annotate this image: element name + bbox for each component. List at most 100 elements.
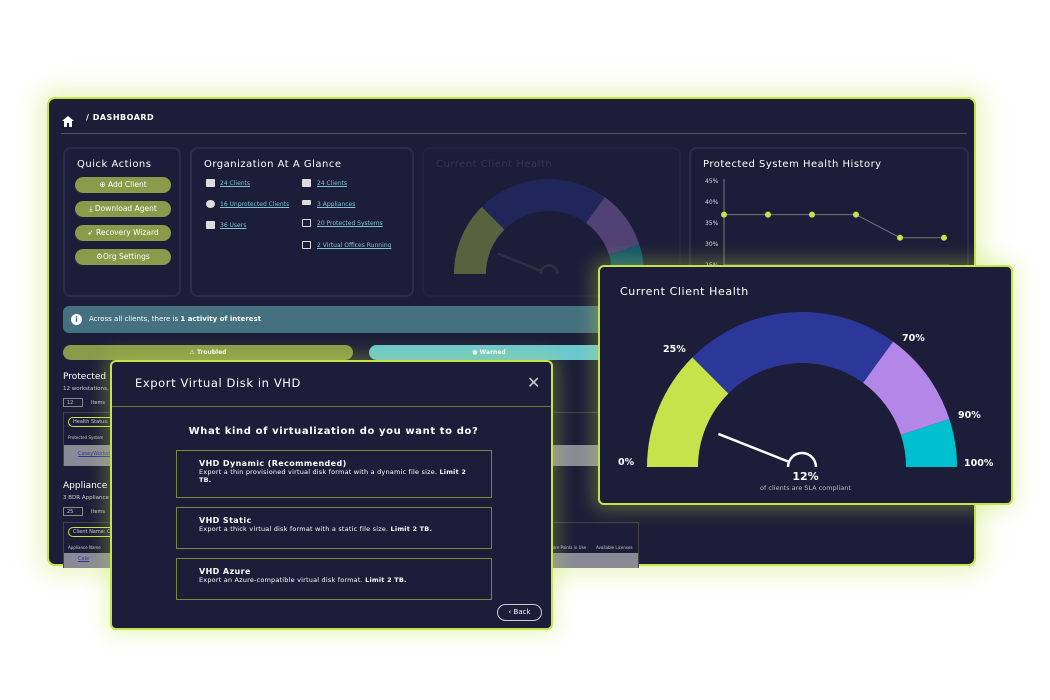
data-point xyxy=(853,211,859,218)
option-limit: Limit 2 TB. xyxy=(365,576,407,584)
appliances-section-title: Appliance xyxy=(63,481,108,491)
option-vhd-static[interactable]: VHD Static Export a thick virtual disk f… xyxy=(176,507,492,549)
info-icon: i xyxy=(71,314,82,325)
gauge-band xyxy=(454,206,505,274)
gauge-hub xyxy=(786,451,818,468)
gauge-band xyxy=(647,357,729,467)
modal-divider xyxy=(112,406,551,407)
appliance-icon xyxy=(302,200,311,205)
clients-link-2[interactable]: 24 Clients xyxy=(317,180,348,187)
plus-circle-icon: ⊕ xyxy=(99,180,109,189)
column-header: Restore Points in Use xyxy=(544,545,587,550)
banner-highlight: 1 activity of interest xyxy=(180,315,262,323)
per-page-input[interactable]: 12 xyxy=(63,398,83,407)
gauge-tick-label: 70% xyxy=(902,333,925,344)
client-health-card: Current Client Health 0% 25% 70% 90% 100… xyxy=(598,265,1013,505)
users-link[interactable]: 36 Users xyxy=(220,222,247,229)
option-vhd-azure[interactable]: VHD Azure Export an Azure-compatible vir… xyxy=(176,558,492,600)
y-tick-label: 30% xyxy=(705,241,719,248)
gauge-value: 12% xyxy=(792,470,819,483)
gear-icon: ⚙ xyxy=(96,252,103,261)
data-point xyxy=(897,234,903,241)
gauge-band xyxy=(863,341,950,435)
gauge-caption: of clients are SLA compliant xyxy=(760,484,851,492)
option-desc: Export an Azure-compatible virtual disk … xyxy=(199,576,366,584)
rocket-icon: ➶ xyxy=(87,228,96,237)
user-icon xyxy=(206,221,215,229)
items-label: Items xyxy=(91,509,105,515)
back-label: Back xyxy=(513,608,531,616)
close-icon[interactable]: ✕ xyxy=(527,373,541,392)
option-title: VHD Static xyxy=(199,516,252,525)
card-title: Protected System Health History xyxy=(703,159,882,170)
y-tick-label: 40% xyxy=(705,199,719,206)
back-button[interactable]: ‹ Back xyxy=(497,604,542,621)
per-page-input[interactable]: 25 xyxy=(63,507,83,516)
modal-question: What kind of virtualization do you want … xyxy=(188,426,479,437)
appliances-link[interactable]: 3 Appliances xyxy=(317,201,356,208)
gauge-band xyxy=(900,419,957,467)
recovery-wizard-button[interactable]: ➶ Recovery Wizard xyxy=(75,225,171,241)
chevron-left-icon: ‹ xyxy=(508,608,514,616)
items-label: Items xyxy=(91,400,105,406)
pill-label: Troubled xyxy=(196,349,227,356)
y-tick-label: 45% xyxy=(705,178,719,185)
button-label: Org Settings xyxy=(102,252,150,261)
button-label: Recovery Wizard xyxy=(95,228,159,237)
card-title: Current Client Health xyxy=(436,159,553,170)
org-settings-button[interactable]: ⚙Org Settings xyxy=(75,249,171,265)
gauge-needle xyxy=(717,432,790,464)
pill-label: Warned xyxy=(479,349,506,356)
gauge-tick-label: 100% xyxy=(964,458,994,469)
home-icon[interactable] xyxy=(62,112,74,127)
column-header: Available Licenses xyxy=(596,545,633,550)
data-point xyxy=(721,211,727,218)
option-vhd-dynamic[interactable]: VHD Dynamic (Recommended) Export a thin … xyxy=(176,450,492,498)
breadcrumb-page: DASHBOARD xyxy=(92,113,155,122)
gauge-tick-label: 25% xyxy=(663,344,686,355)
option-limit: Limit 2 TB. xyxy=(390,525,433,533)
protected-systems-link[interactable]: 20 Protected Systems xyxy=(317,220,383,227)
download-agent-button[interactable]: ⤓ Download Agent xyxy=(75,201,171,217)
protected-section-title: Protected xyxy=(63,372,107,382)
option-limit: Limit 2 TB. xyxy=(199,468,467,484)
column-header: Appliance Name xyxy=(68,545,101,550)
virtual-office-icon xyxy=(302,241,311,249)
clients-link[interactable]: 24 Clients xyxy=(220,180,251,187)
data-point xyxy=(809,211,815,218)
add-client-button[interactable]: ⊕ Add Client xyxy=(75,177,171,193)
option-title: VHD Dynamic (Recommended) xyxy=(199,459,347,468)
virtual-offices-link[interactable]: 2 Virtual Offices Running xyxy=(317,242,392,249)
monitor-icon xyxy=(302,219,311,227)
appliances-subtitle: 3 BDR Appliance xyxy=(63,495,109,501)
org-glance-card: Organization At A Glance 24 Clients 16 U… xyxy=(190,147,414,297)
appliance-link[interactable]: Cale xyxy=(78,556,90,562)
protected-subtitle: 12 workstations, xyxy=(63,386,109,392)
gauge-tick-label: 90% xyxy=(958,410,981,421)
unprotected-clients-link[interactable]: 16 Unprotected Clients xyxy=(220,201,290,208)
troubled-filter[interactable]: ⚠ Troubled xyxy=(63,345,353,360)
breadcrumb-separator: / xyxy=(86,113,90,122)
download-icon: ⤓ xyxy=(89,204,95,213)
export-vhd-modal: Export Virtual Disk in VHD ✕ What kind o… xyxy=(110,360,553,630)
button-label: Download Agent xyxy=(94,204,157,213)
banner-text: Across all clients, there is xyxy=(89,315,181,323)
gauge-tick-label: 0% xyxy=(618,457,635,468)
safe-icon xyxy=(302,179,311,187)
warned-filter[interactable]: ● Warned xyxy=(369,345,609,360)
system-link[interactable]: CaseyWorkst xyxy=(78,451,111,457)
series-line xyxy=(724,214,944,239)
data-point xyxy=(941,234,947,241)
column-header: Protected System xyxy=(68,435,104,440)
option-desc: Export a thick virtual disk format with … xyxy=(199,525,391,533)
gauge-dim xyxy=(454,179,644,275)
data-point xyxy=(765,211,771,218)
card-title: Organization At A Glance xyxy=(204,159,342,170)
client-health-gauge xyxy=(647,312,957,468)
badge-icon xyxy=(206,179,215,187)
y-tick-label: 35% xyxy=(705,220,719,227)
button-label: Add Client xyxy=(108,180,147,189)
header-divider xyxy=(61,133,967,134)
gauge-band xyxy=(481,179,605,230)
card-title: Current Client Health xyxy=(620,285,749,298)
